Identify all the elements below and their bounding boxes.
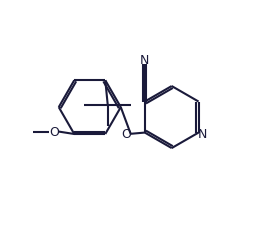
Text: O: O bbox=[49, 126, 59, 138]
Text: O: O bbox=[121, 128, 131, 141]
Text: N: N bbox=[140, 54, 150, 67]
Text: N: N bbox=[198, 128, 207, 141]
